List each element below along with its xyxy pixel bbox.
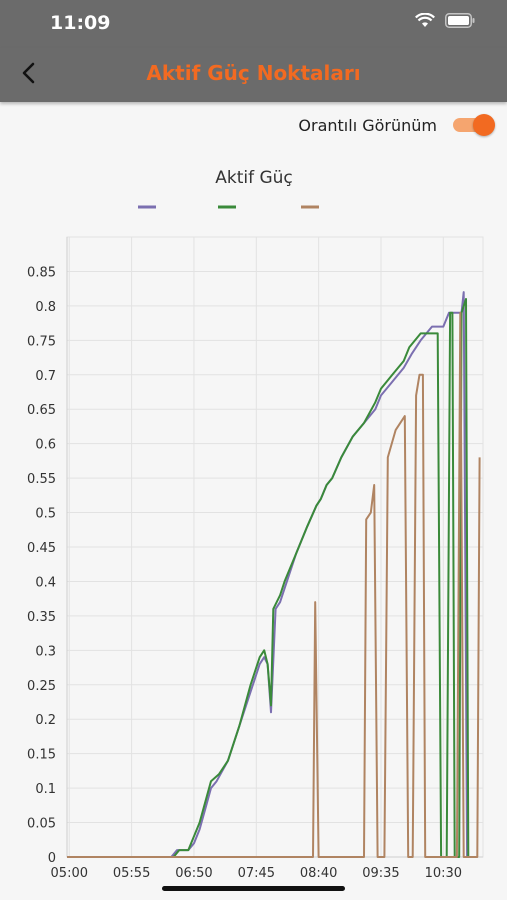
y-tick-label: 0.55 — [27, 472, 56, 487]
y-tick-label: 0.8 — [35, 300, 56, 315]
y-tick-label: 0.15 — [27, 748, 56, 763]
status-time: 11:09 — [50, 12, 111, 34]
x-tick-label: 09:35 — [362, 866, 399, 881]
y-tick-label: 0.5 — [35, 507, 56, 522]
page-title: Aktif Güç Noktaları — [146, 61, 361, 85]
y-tick-label: 0.3 — [35, 644, 56, 659]
nav-bar: Aktif Güç Noktaları — [0, 48, 507, 102]
y-tick-label: 0.2 — [35, 713, 56, 728]
x-tick-label: 10:30 — [425, 866, 462, 881]
series-line-3 — [67, 311, 481, 858]
y-tick-label: 0.7 — [35, 369, 56, 384]
y-tick-label: 0.25 — [27, 679, 56, 694]
active-power-chart: Aktif Güç 0 0.05 0.1 0.15 0.2 0.25 0.3 0.35 0.4 0.… — [27, 168, 484, 881]
y-tick-label: 0.4 — [35, 575, 56, 590]
chart-title: Aktif Güç — [215, 168, 293, 188]
x-tick-label: 06:50 — [175, 866, 212, 881]
x-tick-label: 05:00 — [51, 866, 88, 881]
toggle-knob — [473, 114, 495, 136]
y-tick-label: 0 — [48, 851, 56, 866]
y-tick-label: 0.65 — [27, 403, 56, 418]
chevron-left-icon[interactable] — [16, 60, 42, 86]
toggle-label: Orantılı Görünüm — [298, 115, 437, 135]
y-tick-label: 0.35 — [27, 610, 56, 625]
wifi-icon — [415, 13, 435, 27]
y-tick-label: 0.75 — [27, 334, 56, 349]
y-tick-label: 0.1 — [35, 782, 56, 797]
battery-icon — [445, 13, 475, 28]
x-tick-label: 05:55 — [113, 866, 150, 881]
x-tick-label: 08:40 — [300, 866, 337, 881]
x-tick-label: 07:45 — [238, 866, 275, 881]
proportional-view-row: Orantılı Görünüm — [298, 113, 495, 137]
y-tick-label: 0.6 — [35, 438, 56, 453]
status-icons — [415, 13, 475, 28]
home-indicator — [162, 886, 345, 891]
y-tick-label: 0.45 — [27, 541, 56, 556]
status-bar: 11:09 — [0, 0, 507, 48]
y-tick-label: 0.05 — [27, 817, 56, 832]
y-tick-label: 0.85 — [27, 265, 56, 280]
proportional-view-toggle[interactable] — [451, 113, 495, 137]
